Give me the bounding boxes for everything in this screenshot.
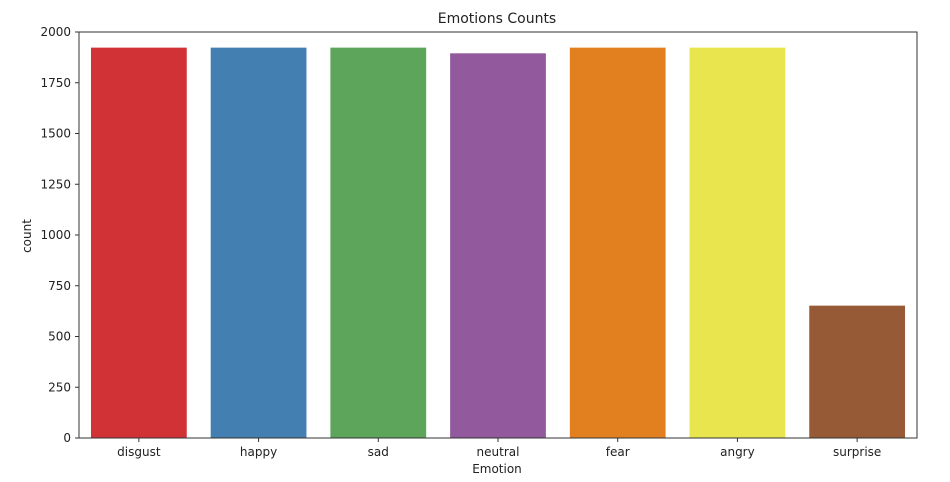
y-tick-label: 1250	[40, 177, 71, 191]
x-tick-label: happy	[240, 445, 277, 459]
bar-fear	[569, 47, 666, 438]
x-tick-label: surprise	[833, 445, 881, 459]
x-tick-label: sad	[368, 445, 389, 459]
y-tick-label: 500	[48, 330, 71, 344]
y-tick-label: 0	[63, 431, 71, 445]
x-tick-label: neutral	[477, 445, 520, 459]
bar-neutral	[450, 53, 546, 439]
bars-group	[90, 47, 906, 439]
bar-sad	[330, 47, 427, 438]
y-tick-label: 750	[48, 279, 71, 293]
bar-surprise	[809, 305, 906, 438]
bar-happy	[210, 47, 307, 438]
y-axis-title: count	[20, 219, 34, 253]
x-axis-ticks: disgust happy sad neutral fear angry surprise	[117, 438, 881, 459]
plot-frame	[78, 31, 918, 439]
y-tick-label: 1000	[40, 228, 71, 242]
y-tick-label: 2000	[40, 25, 71, 39]
y-axis-ticks: 0 250 500 750 1000 1250 1500 1750 2000	[40, 25, 79, 445]
x-axis-title: Emotion	[472, 462, 522, 476]
y-tick-label: 250	[48, 380, 71, 394]
x-tick-label: angry	[720, 445, 755, 459]
x-tick-label: fear	[606, 445, 630, 459]
y-tick-label: 1750	[40, 76, 71, 90]
chart-title: Emotions Counts	[438, 11, 556, 27]
bar-disgust	[90, 47, 187, 438]
bar-angry	[689, 47, 786, 438]
y-tick-label: 1500	[40, 127, 71, 141]
x-tick-label: disgust	[117, 445, 161, 459]
